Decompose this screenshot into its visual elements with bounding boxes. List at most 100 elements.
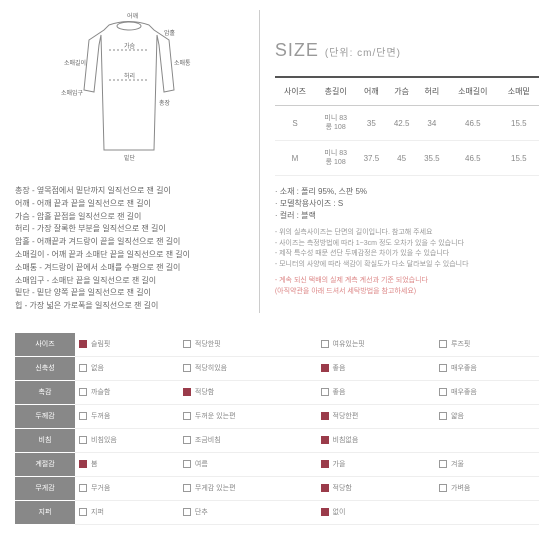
size-cell: 46.5	[447, 141, 499, 176]
attribute-option: 여름	[179, 452, 317, 476]
attribute-option: 단추	[179, 500, 317, 524]
attribute-option	[435, 428, 539, 452]
attribute-option: 얇음	[435, 404, 539, 428]
option-label: 두꺼움	[91, 411, 110, 421]
attribute-option: 매우좋음	[435, 380, 539, 404]
size-title: SIZE (단위: cm/단면)	[275, 40, 539, 61]
attribute-row: 두께감두꺼움두꺼운 있는편적당한편얇음	[15, 404, 539, 428]
option-label: 여유있는핏	[333, 339, 365, 349]
attribute-option: 비침있음	[75, 428, 179, 452]
option-label: 얇음	[451, 411, 464, 421]
diagram-label: 소매통	[174, 59, 191, 67]
size-header: 소매밑	[499, 77, 539, 106]
checkbox-icon	[321, 340, 329, 348]
diagram-label: 소매길이	[64, 59, 86, 67]
size-cell: 46.5	[447, 106, 499, 141]
option-label: 매우좋음	[451, 363, 477, 373]
size-cell: 35	[356, 106, 386, 141]
attribute-option	[435, 500, 539, 524]
attribute-option: 겨울	[435, 452, 539, 476]
attribute-option: 적당한핏	[179, 333, 317, 357]
size-row: M미니 83롱 10837.54535.546.515.5	[275, 141, 539, 176]
attribute-name: 사이즈	[15, 333, 75, 357]
attribute-row: 계절감 봄 여름 가을 겨울	[15, 452, 539, 476]
attribute-option: 까슬함	[75, 380, 179, 404]
attribute-option: 지퍼	[75, 500, 179, 524]
option-label: 좋음	[333, 363, 346, 373]
size-table: 사이즈총길이어깨가슴허리소매길이소매밑 S미니 83롱 1083542.5344…	[275, 76, 539, 176]
checkbox-icon	[183, 460, 191, 468]
checkbox-icon	[79, 460, 87, 468]
checkbox-icon	[79, 508, 87, 516]
attribute-name: 지퍼	[15, 500, 75, 524]
attribute-option: 가벼움	[435, 476, 539, 500]
size-cell: 미니 83롱 108	[315, 141, 356, 176]
description-line: 소매길이 - 어깨 끝과 소매단 끝을 일직선으로 잰 길이	[15, 249, 244, 262]
description-line: 소매통 - 겨드랑이 끝에서 소매를 수평으로 잰 길이	[15, 262, 244, 275]
attribute-option: 매우좋음	[435, 356, 539, 380]
checkbox-icon	[79, 364, 87, 372]
option-label: 봄	[91, 459, 97, 469]
description-line: 밑단 - 밑단 양쪽 끝을 일직선으로 잰 길이	[15, 287, 244, 300]
checkbox-icon	[79, 436, 87, 444]
attribute-row: 지퍼 지퍼 단추 없이	[15, 500, 539, 524]
option-label: 없이	[333, 507, 346, 517]
attribute-option: 무거움	[75, 476, 179, 500]
option-label: 지퍼	[91, 507, 104, 517]
diagram-label: 암홀	[164, 29, 176, 37]
size-cell: 42.5	[387, 106, 417, 141]
option-label: 적당함	[333, 483, 352, 493]
checkbox-icon	[183, 364, 191, 372]
option-label: 비침있음	[91, 435, 117, 445]
description-line: 가슴 - 암홀 끝점을 일직선으로 잰 길이	[15, 211, 244, 224]
description-line: 소매입구 - 소매단 끝을 일직선으로 잰 길이	[15, 275, 244, 288]
checkbox-icon	[321, 484, 329, 492]
size-cell: 45	[387, 141, 417, 176]
attribute-name: 계절감	[15, 452, 75, 476]
diagram-label: 밑단	[124, 154, 136, 162]
attribute-row: 무게감 무거움 무게감 있는편 적당함 가벼움	[15, 476, 539, 500]
garment-diagram: 어깨 암홀 가슴 소매통 소매길이 허리 총장 소매입구 밑단	[15, 10, 244, 170]
attribute-name: 무게감	[15, 476, 75, 500]
option-label: 겨울	[451, 459, 464, 469]
checkbox-icon	[321, 412, 329, 420]
size-header: 총길이	[315, 77, 356, 106]
attribute-option: 두꺼움	[75, 404, 179, 428]
checkbox-icon	[79, 484, 87, 492]
diagram-label: 가슴	[124, 42, 136, 50]
checkbox-icon	[439, 340, 447, 348]
description-line: 어깨 - 어깨 끝과 끝을 일직선으로 잰 길이	[15, 198, 244, 211]
checkbox-icon	[439, 388, 447, 396]
option-label: 가벼움	[451, 483, 470, 493]
option-label: 적당한핏	[195, 339, 221, 349]
checkbox-icon	[321, 364, 329, 372]
diagram-label: 어깨	[127, 12, 138, 20]
description-line: 힙 - 가장 넓은 가로폭을 일직선으로 잰 길이	[15, 300, 244, 313]
option-label: 여름	[195, 459, 208, 469]
size-cell: 15.5	[499, 141, 539, 176]
diagram-label: 소매입구	[61, 89, 84, 97]
size-row: S미니 83롱 1083542.53446.515.5	[275, 106, 539, 141]
size-cell: 미니 83롱 108	[315, 106, 356, 141]
option-label: 적당한편	[333, 411, 359, 421]
attribute-name: 촉감	[15, 380, 75, 404]
product-notes: · 소재 : 폴리 95%, 스판 5%· 모델착용사이즈 : S· 컬러 : …	[275, 186, 539, 297]
attribute-option: 무게감 있는편	[179, 476, 317, 500]
option-label: 좋음	[333, 387, 346, 397]
checkbox-icon	[183, 436, 191, 444]
attribute-option: 적당히있음	[179, 356, 317, 380]
attribute-option: 여유있는핏	[317, 333, 436, 357]
size-header: 가슴	[387, 77, 417, 106]
size-cell: 37.5	[356, 141, 386, 176]
checkbox-icon	[183, 340, 191, 348]
attribute-option: 가을	[317, 452, 436, 476]
attribute-option: 두꺼운 있는편	[179, 404, 317, 428]
attribute-name: 신축성	[15, 356, 75, 380]
attribute-option: 없이	[317, 500, 436, 524]
option-label: 가을	[333, 459, 346, 469]
attribute-option: 조금비침	[179, 428, 317, 452]
checkbox-icon	[183, 388, 191, 396]
option-label: 적당함	[195, 387, 214, 397]
option-label: 무거움	[91, 483, 110, 493]
description-line: 허리 - 가장 잘록한 부분을 일직선으로 잰 길이	[15, 223, 244, 236]
